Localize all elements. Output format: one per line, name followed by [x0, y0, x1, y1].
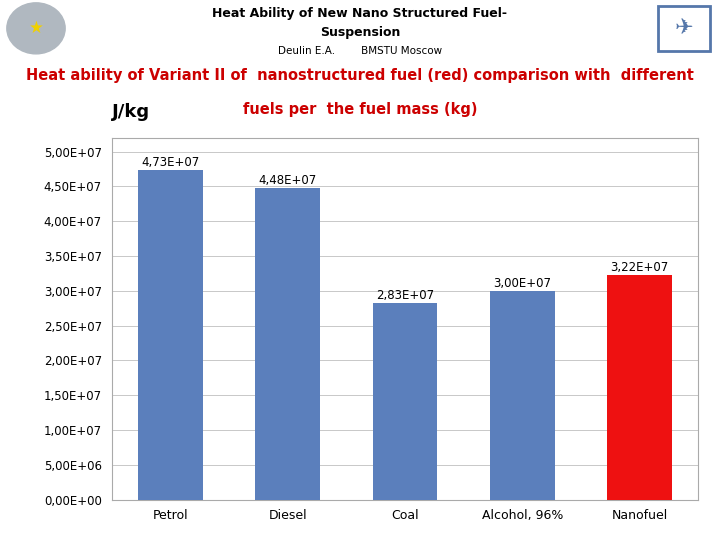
Text: Heat Ability of New Nano Structured Fuel-: Heat Ability of New Nano Structured Fuel…: [212, 7, 508, 20]
Text: fuels per  the fuel mass (kg): fuels per the fuel mass (kg): [243, 102, 477, 117]
Bar: [658, 5, 710, 51]
Bar: [490, 291, 554, 500]
Text: 3,00E+07: 3,00E+07: [493, 276, 552, 290]
Text: ★: ★: [29, 19, 43, 37]
Circle shape: [7, 3, 66, 54]
Bar: [373, 302, 437, 500]
Text: Suspension: Suspension: [320, 25, 400, 38]
Text: 3,22E+07: 3,22E+07: [611, 261, 669, 274]
Text: J/kg: J/kg: [112, 104, 150, 122]
Bar: [138, 171, 202, 500]
Text: ✈: ✈: [675, 18, 693, 38]
Bar: [256, 188, 320, 500]
Text: 4,73E+07: 4,73E+07: [141, 157, 199, 170]
Text: Deulin E.A.        BMSTU Moscow: Deulin E.A. BMSTU Moscow: [278, 46, 442, 57]
Bar: [608, 275, 672, 500]
Text: Heat ability of Variant II of  nanostructured fuel (red) comparison with  differ: Heat ability of Variant II of nanostruct…: [26, 69, 694, 83]
Text: 4,48E+07: 4,48E+07: [258, 174, 317, 187]
Text: 2,83E+07: 2,83E+07: [376, 288, 434, 301]
